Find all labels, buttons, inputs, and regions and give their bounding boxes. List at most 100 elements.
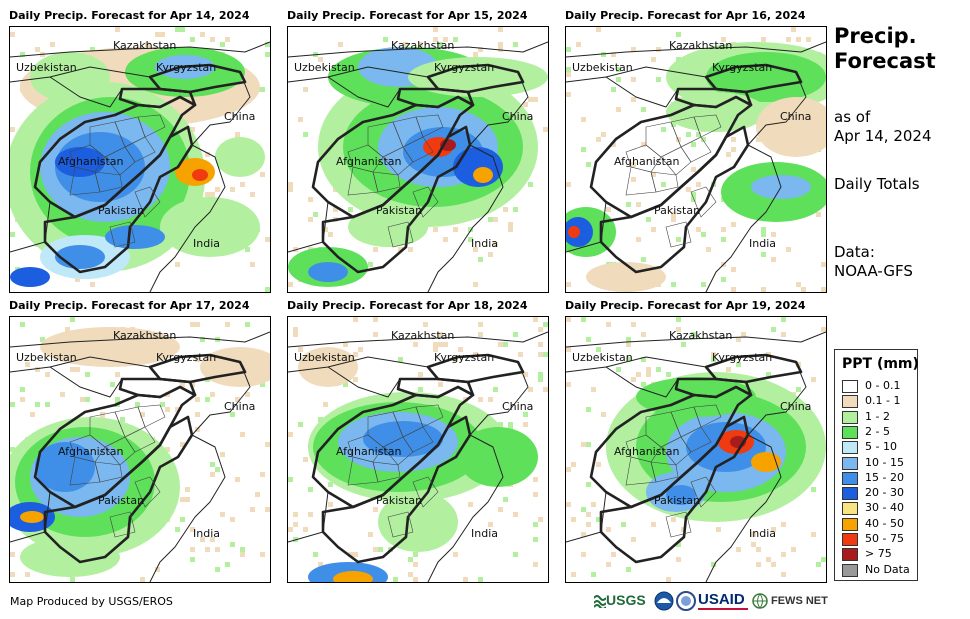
- rain-speck: [508, 222, 513, 227]
- usgs-logo-text: USGS: [606, 592, 646, 608]
- panel-title: Daily Precip. Forecast for Apr 15, 2024: [287, 9, 528, 22]
- rain-speck: [586, 522, 591, 527]
- rain-speck: [651, 522, 656, 527]
- border-india: [149, 434, 226, 582]
- border-taj: [396, 87, 475, 109]
- map-canvas: [288, 27, 548, 292]
- rain-speck: [10, 572, 15, 577]
- rain-speck: [215, 467, 220, 472]
- rain-speck: [691, 197, 696, 202]
- province-border: [367, 121, 404, 158]
- rain-speck: [528, 387, 533, 392]
- legend-swatch: [842, 441, 858, 455]
- panel-title: Daily Precip. Forecast for Apr 18, 2024: [287, 299, 528, 312]
- rain-speck: [35, 367, 40, 372]
- rain-speck: [676, 542, 681, 547]
- rain-speck: [45, 402, 50, 407]
- precip-area: [586, 262, 666, 292]
- rain-speck: [478, 257, 483, 262]
- border-uzb: [566, 66, 707, 108]
- rain-speck: [338, 42, 343, 47]
- map-label-india: India: [193, 237, 220, 250]
- rain-speck: [493, 242, 498, 247]
- precip-area: [55, 147, 105, 177]
- rain-speck: [581, 117, 586, 122]
- rain-speck: [413, 562, 418, 567]
- rain-speck: [488, 217, 493, 222]
- rain-speck: [288, 282, 293, 287]
- rain-speck: [348, 552, 353, 557]
- rain-speck: [115, 397, 120, 402]
- rain-speck: [731, 287, 736, 292]
- rain-speck: [606, 322, 611, 327]
- rain-speck: [308, 512, 313, 517]
- rain-speck: [676, 137, 681, 142]
- rain-speck: [503, 207, 508, 212]
- map-label-kazakhstan: Kazakhstan: [113, 329, 177, 342]
- rain-speck: [140, 412, 145, 417]
- map-label-afghanistan: Afghanistan: [336, 445, 402, 458]
- province-border: [693, 114, 722, 138]
- rain-speck: [781, 552, 786, 557]
- rain-speck: [581, 532, 586, 537]
- rain-speck: [523, 102, 528, 107]
- rain-speck: [180, 382, 185, 387]
- rain-speck: [265, 52, 270, 57]
- rain-speck: [408, 557, 413, 562]
- rain-speck: [821, 557, 826, 562]
- legend-label: 5 - 10: [865, 440, 897, 454]
- rain-speck: [591, 387, 596, 392]
- rain-speck: [403, 42, 408, 47]
- border-irn: [566, 161, 607, 253]
- rain-speck: [786, 37, 791, 42]
- rain-speck: [10, 552, 15, 557]
- province-border: [665, 221, 692, 248]
- partner-logos: USGS USAID FEWS NET: [594, 591, 829, 613]
- rain-speck: [260, 552, 265, 557]
- rain-speck: [671, 212, 676, 217]
- rain-speck: [348, 207, 353, 212]
- rain-speck: [701, 137, 706, 142]
- rain-speck: [180, 517, 185, 522]
- map-label-pakistan: Pakistan: [654, 494, 701, 507]
- border-taj: [674, 87, 753, 109]
- rain-speck: [413, 552, 418, 557]
- rain-speck: [616, 107, 621, 112]
- as-of-date: as of Apr 14, 2024: [834, 108, 959, 146]
- rain-speck: [503, 497, 508, 502]
- rain-speck: [736, 337, 741, 342]
- rain-speck: [265, 42, 270, 47]
- rain-speck: [741, 332, 746, 337]
- rain-speck: [513, 42, 518, 47]
- map-label-kyrgyzstan: Kyrgyzstan: [156, 351, 217, 364]
- rain-speck: [65, 327, 70, 332]
- legend-swatch: [842, 380, 858, 393]
- rain-speck: [616, 77, 621, 82]
- rain-speck: [488, 252, 493, 257]
- rain-speck: [478, 322, 483, 327]
- rain-speck: [571, 462, 576, 467]
- map-label-china: China: [502, 400, 534, 413]
- map-label-china: China: [780, 110, 812, 123]
- border-afg: [33, 95, 197, 219]
- rain-speck: [601, 132, 606, 137]
- rain-speck: [596, 462, 601, 467]
- legend-label: 30 - 40: [865, 501, 904, 515]
- map-label-kazakhstan: Kazakhstan: [669, 329, 733, 342]
- precip-area: [363, 421, 443, 457]
- rain-speck: [566, 72, 571, 77]
- legend-swatch: [842, 395, 858, 409]
- rain-speck: [318, 417, 323, 422]
- border-afg: [589, 95, 753, 219]
- rain-speck: [185, 487, 190, 492]
- rain-speck: [726, 367, 731, 372]
- province-border: [367, 411, 404, 448]
- rain-speck: [721, 277, 726, 282]
- rain-speck: [413, 577, 418, 582]
- rain-speck: [498, 422, 503, 427]
- legend-swatch: [842, 517, 858, 531]
- rain-speck: [288, 527, 293, 532]
- legend-swatch: [842, 425, 858, 439]
- province-border: [625, 144, 662, 173]
- rain-speck: [761, 227, 766, 232]
